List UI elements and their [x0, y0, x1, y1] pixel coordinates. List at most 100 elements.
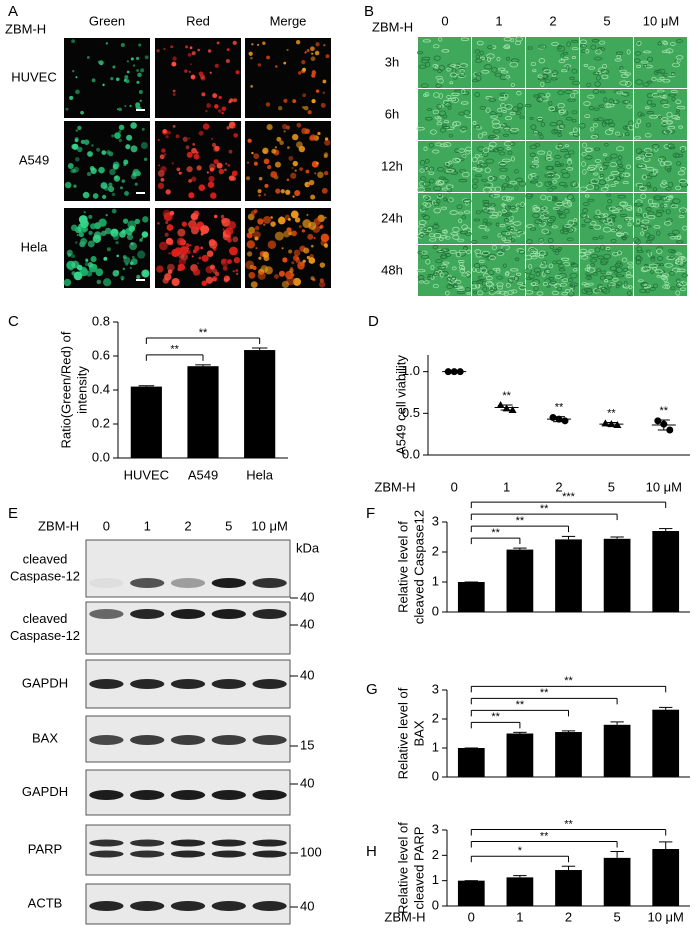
cell: [131, 255, 135, 259]
cell: [190, 63, 193, 66]
column-header: 0: [441, 13, 448, 28]
cell: [616, 91, 624, 95]
cell: [176, 237, 185, 246]
cell: [449, 250, 457, 254]
cell: [659, 263, 664, 267]
cell: [491, 193, 500, 198]
cell: [85, 259, 89, 263]
cell: [614, 262, 624, 268]
cell: [166, 263, 175, 272]
cell: [633, 136, 641, 140]
cell: [118, 130, 122, 133]
cell: [558, 181, 567, 186]
cell: [211, 142, 217, 148]
cell: [421, 231, 430, 236]
cell: [196, 165, 202, 171]
cell: [227, 163, 231, 167]
cell: [665, 218, 673, 223]
cell: [540, 81, 545, 88]
cell: [69, 267, 73, 271]
cell: [482, 151, 489, 158]
cell: [676, 105, 686, 110]
cell: [301, 229, 306, 233]
cell: [482, 147, 490, 154]
cell: [452, 157, 461, 164]
cell: [205, 276, 214, 284]
cell: [94, 222, 102, 230]
cell: [616, 260, 622, 266]
bar: [652, 709, 680, 777]
cell: [451, 276, 457, 281]
cell: [600, 287, 608, 293]
cell: [498, 67, 506, 71]
cell: [82, 191, 90, 199]
cell: [584, 194, 590, 198]
cell: [494, 186, 502, 193]
cell: [515, 111, 522, 116]
cell: [430, 265, 435, 270]
cell: [178, 257, 187, 266]
cell: [604, 142, 609, 147]
bar: [555, 539, 582, 612]
cell: [566, 237, 574, 242]
cell: [437, 78, 444, 84]
cell: [422, 181, 431, 187]
cell: [665, 186, 672, 191]
x-axis-title: ZBM-H: [374, 479, 415, 494]
cell: [486, 53, 495, 59]
cell: [478, 275, 486, 281]
cell: [285, 125, 291, 130]
cell: [530, 282, 537, 286]
cell: [473, 263, 481, 269]
cell: [672, 198, 681, 204]
band: [130, 839, 165, 847]
cell: [86, 171, 92, 177]
cell: [676, 39, 683, 44]
cell: [134, 218, 141, 225]
cell: [477, 290, 484, 296]
cell: [444, 252, 452, 258]
protein-label: Caspase-12: [10, 628, 80, 643]
cell: [308, 221, 317, 230]
cell: [449, 81, 454, 85]
cell: [452, 226, 460, 233]
cell: [425, 116, 433, 121]
cell: [668, 195, 674, 198]
cell: [198, 71, 204, 77]
band: [170, 609, 206, 619]
cell: [664, 165, 672, 171]
cell: [678, 207, 688, 213]
cell: [267, 240, 277, 250]
cell: [484, 64, 493, 70]
cell: [492, 129, 501, 134]
cell: [457, 157, 465, 162]
cell: [552, 179, 558, 184]
cell: [529, 248, 536, 254]
cell: [474, 174, 483, 178]
cell: [118, 138, 122, 143]
cell: [501, 209, 508, 214]
y-tick-label: 1: [432, 872, 439, 887]
protein-label: GAPDH: [22, 675, 68, 690]
cell: [112, 270, 120, 277]
cell: [449, 210, 458, 215]
cell: [461, 215, 466, 220]
cell: [559, 123, 565, 129]
cell: [179, 245, 189, 255]
cell: [564, 289, 571, 293]
cell: [309, 134, 317, 141]
cell: [434, 116, 442, 120]
cell: [495, 267, 501, 274]
cell: [650, 257, 656, 262]
cell: [88, 230, 93, 236]
cell: [503, 103, 509, 107]
band: [130, 735, 165, 745]
cell: [624, 172, 630, 178]
cell: [482, 131, 488, 136]
cell: [535, 271, 541, 277]
cell: [96, 147, 101, 152]
cell: [570, 92, 575, 99]
band: [211, 850, 246, 858]
cell: [676, 161, 682, 166]
cell: [253, 153, 260, 160]
